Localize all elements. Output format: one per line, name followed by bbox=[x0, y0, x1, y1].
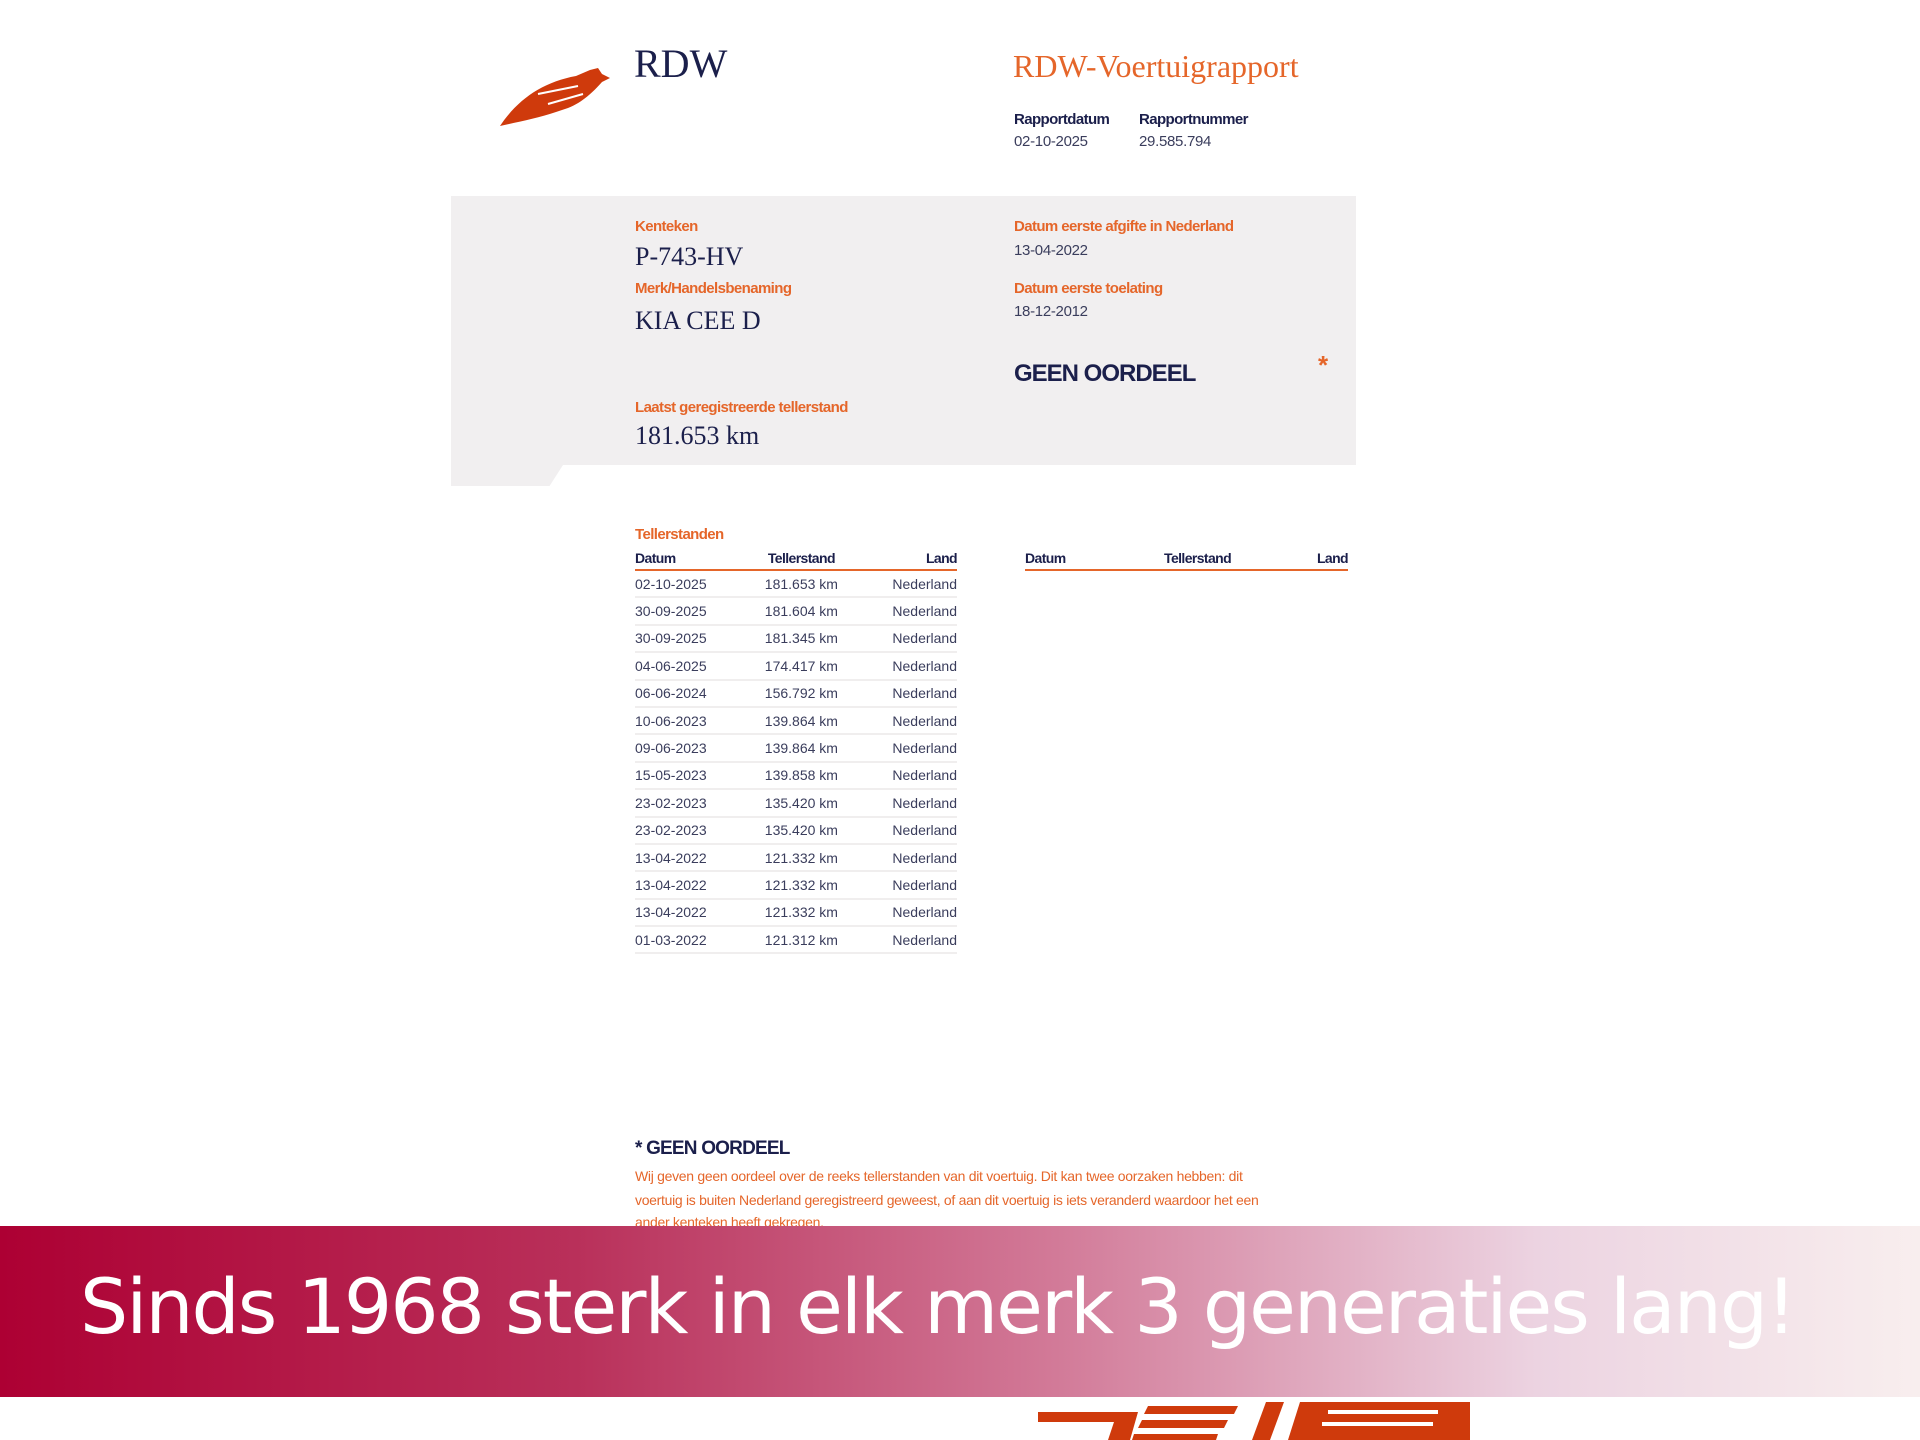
reading-odometer: 181.345 km bbox=[745, 624, 858, 654]
footnote-line: Wij geven geen oordeel over de reeks tel… bbox=[635, 1168, 1243, 1184]
reading-country: Nederland bbox=[857, 898, 957, 928]
reading-date: 06-06-2024 bbox=[635, 679, 746, 708]
footnote-line: voertuig is buiten Nederland geregistree… bbox=[635, 1192, 1259, 1208]
reading-odometer: 156.792 km bbox=[745, 679, 858, 708]
col-odometer: Tellerstand bbox=[1119, 548, 1276, 571]
reading-odometer: 121.312 km bbox=[745, 926, 858, 955]
col-country: Land bbox=[857, 548, 958, 571]
reading-odometer: 139.864 km bbox=[745, 706, 858, 736]
reading-country: Nederland bbox=[857, 570, 957, 599]
readings-table: Datum Tellerstand Land 02-10-2025 181.653… bbox=[635, 548, 958, 955]
table-row: 23-02-2023 135.420 km Nederland bbox=[635, 816, 957, 845]
promo-banner bbox=[0, 1226, 1920, 1397]
table-row: 09-06-2023 139.864 km Nederland bbox=[635, 734, 957, 763]
reading-date: 04-06-2025 bbox=[635, 652, 746, 681]
promo-banner-text: Sinds 1968 sterk in elk merk 3 generatie… bbox=[80, 1262, 1797, 1351]
reading-date: 13-04-2022 bbox=[635, 871, 746, 900]
table-row: 15-05-2023 139.858 km Nederland bbox=[635, 761, 957, 791]
reading-date: 30-09-2025 bbox=[635, 597, 746, 626]
first-admission-label: Datum eerste toelating bbox=[1014, 280, 1163, 297]
vehicle-summary-panel bbox=[451, 196, 1356, 465]
verdict-asterisk: * bbox=[1318, 350, 1329, 380]
reading-odometer: 139.864 km bbox=[745, 734, 858, 763]
make-value: KIA CEE D bbox=[635, 306, 761, 335]
col-date: Datum bbox=[635, 548, 746, 571]
reading-country: Nederland bbox=[857, 706, 957, 736]
table-row: 23-02-2023 135.420 km Nederland bbox=[635, 789, 957, 818]
reading-date: 15-05-2023 bbox=[635, 761, 746, 791]
table-row: 13-04-2022 121.332 km Nederland bbox=[635, 898, 957, 928]
reading-date: 01-03-2022 bbox=[635, 926, 746, 955]
reading-odometer: 121.332 km bbox=[745, 898, 858, 928]
table-row: 13-04-2022 121.332 km Nederland bbox=[635, 871, 957, 900]
reading-country: Nederland bbox=[857, 597, 957, 626]
col-country: Land bbox=[1275, 548, 1349, 571]
reading-date: 23-02-2023 bbox=[635, 789, 746, 818]
report-title: RDW-Voertuigrapport bbox=[1013, 48, 1299, 84]
rdw-logo-text: RDW bbox=[634, 41, 728, 86]
table-row: 13-04-2022 121.332 km Nederland bbox=[635, 843, 957, 873]
table-row: 10-06-2023 139.864 km Nederland bbox=[635, 706, 957, 736]
first-nl-label: Datum eerste afgifte in Nederland bbox=[1014, 218, 1234, 235]
reading-country: Nederland bbox=[857, 734, 957, 763]
reading-country: Nederland bbox=[857, 789, 957, 818]
reading-country: Nederland bbox=[857, 652, 957, 681]
reading-country: Nederland bbox=[857, 926, 957, 955]
report-number-label: Rapportnummer bbox=[1139, 111, 1248, 128]
odometer-label: Laatst geregistreerde tellerstand bbox=[635, 399, 848, 416]
make-label: Merk/Handelsbenaming bbox=[635, 280, 792, 297]
reading-country: Nederland bbox=[857, 843, 957, 873]
reading-date: 23-02-2023 bbox=[635, 816, 746, 845]
readings-title: Tellerstanden bbox=[635, 526, 724, 543]
reading-date: 13-04-2022 bbox=[635, 843, 746, 873]
reading-date: 13-04-2022 bbox=[635, 898, 746, 928]
verdict: GEEN OORDEEL bbox=[1014, 360, 1196, 387]
reading-odometer: 121.332 km bbox=[745, 843, 858, 873]
reading-odometer: 181.653 km bbox=[745, 570, 858, 599]
reading-country: Nederland bbox=[857, 679, 957, 708]
reading-date: 09-06-2023 bbox=[635, 734, 746, 763]
table-row: 04-06-2025 174.417 km Nederland bbox=[635, 652, 957, 681]
table-row: 30-09-2025 181.345 km Nederland bbox=[635, 624, 957, 654]
reading-odometer: 174.417 km bbox=[745, 652, 858, 681]
first-admission-value: 18-12-2012 bbox=[1014, 303, 1088, 320]
reading-country: Nederland bbox=[857, 816, 957, 845]
table-row: 06-06-2024 156.792 km Nederland bbox=[635, 679, 957, 708]
plate-label: Kenteken bbox=[635, 218, 698, 235]
dealer-logo-icon bbox=[1038, 1402, 1470, 1440]
readings-table-continued: Datum Tellerstand Land bbox=[1025, 548, 1349, 571]
rdw-logo-icon bbox=[500, 68, 610, 126]
report-date: 02-10-2025 bbox=[1014, 133, 1088, 150]
footnote-title: * GEEN OORDEEL bbox=[635, 1138, 790, 1159]
odometer-value: 181.653 km bbox=[635, 421, 760, 450]
report-date-label: Rapportdatum bbox=[1014, 111, 1110, 128]
table-row: 30-09-2025 181.604 km Nederland bbox=[635, 597, 957, 626]
col-date: Datum bbox=[1025, 548, 1120, 571]
table-row: 02-10-2025 181.653 km Nederland bbox=[635, 570, 957, 599]
reading-odometer: 181.604 km bbox=[745, 597, 858, 626]
report-number: 29.585.794 bbox=[1139, 133, 1212, 150]
reading-date: 02-10-2025 bbox=[635, 570, 746, 599]
reading-odometer: 135.420 km bbox=[745, 816, 858, 845]
reading-odometer: 135.420 km bbox=[745, 789, 858, 818]
reading-country: Nederland bbox=[857, 624, 957, 654]
plate-value: P-743-HV bbox=[635, 242, 744, 271]
reading-odometer: 121.332 km bbox=[745, 871, 858, 900]
reading-country: Nederland bbox=[857, 871, 957, 900]
col-odometer: Tellerstand bbox=[745, 548, 858, 571]
panel-tab bbox=[451, 465, 563, 486]
table-row: 01-03-2022 121.312 km Nederland bbox=[635, 926, 957, 955]
first-nl-value: 13-04-2022 bbox=[1014, 242, 1088, 259]
reading-odometer: 139.858 km bbox=[745, 761, 858, 791]
reading-date: 30-09-2025 bbox=[635, 624, 746, 654]
reading-country: Nederland bbox=[857, 761, 957, 791]
reading-date: 10-06-2023 bbox=[635, 706, 746, 736]
